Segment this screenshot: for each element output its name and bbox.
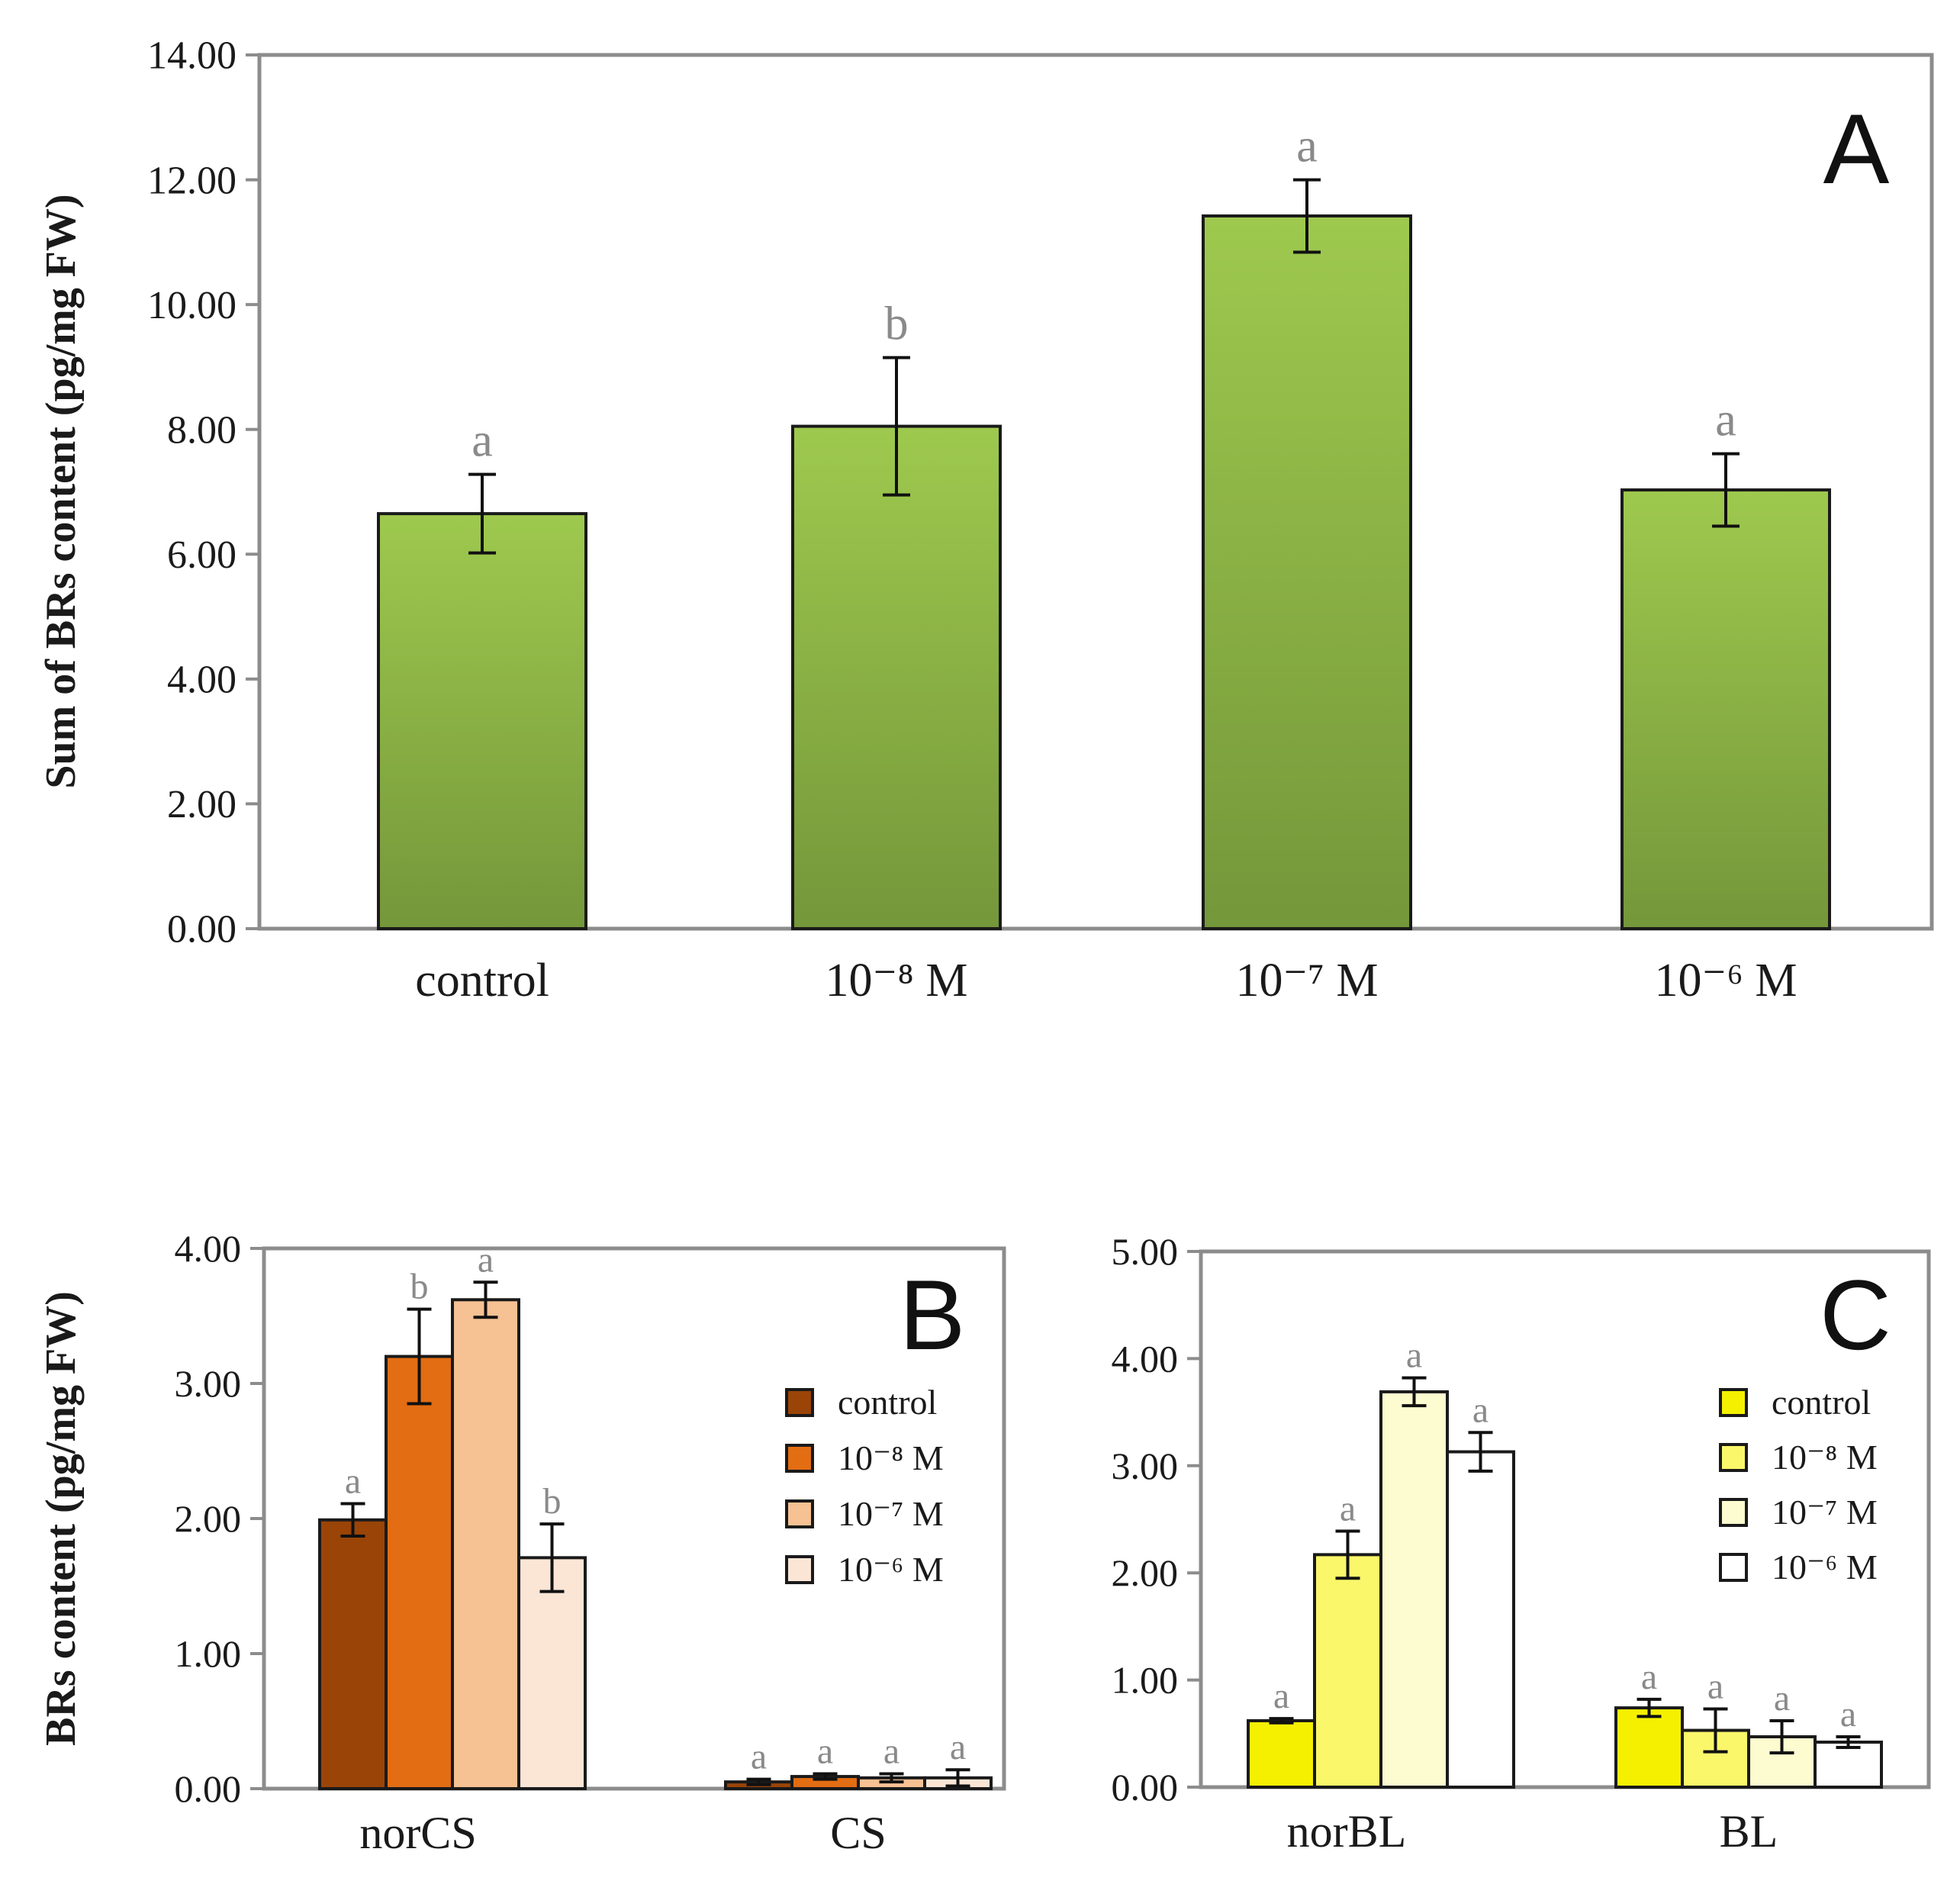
legend-swatch [1719, 1388, 1748, 1417]
y-tick-label: 6.00 [167, 533, 237, 577]
legend-swatch [785, 1388, 814, 1417]
chart-panel-b: 0.00 1.00 2.00 3.00 4.00 a b a b a a a a norCS CS co… [37, 1227, 1006, 1858]
significance-letter: b [543, 1481, 562, 1522]
x-tick-label: 10⁻⁷ M [1236, 955, 1379, 1007]
bar-norcs-1 [318, 1518, 388, 1791]
x-tick-label: norBL [1287, 1806, 1407, 1857]
y-ticks-a: 0.00 2.00 4.00 6.00 8.00 10.00 12.00 14.00 [147, 34, 259, 952]
significance-letter: a [1296, 121, 1318, 172]
significance-letter: a [1840, 1694, 1856, 1734]
x-tick-label: norCS [359, 1808, 476, 1858]
legend-swatch [785, 1444, 814, 1473]
x-tick-label: BL [1720, 1806, 1778, 1857]
bar-norbl-1 [1247, 1718, 1316, 1789]
legend-label: 10⁻⁸ M [1772, 1438, 1878, 1477]
legend-c: control 10⁻⁸ M 10⁻⁷ M 10⁻⁶ M [1719, 1383, 1878, 1586]
y-tick-label: 12.00 [147, 159, 237, 202]
y-tick-label: 14.00 [147, 34, 237, 78]
plot-frame-c [1199, 1249, 1931, 1789]
x-tick-labels-b: norCS CS [359, 1808, 886, 1858]
bar-bl-4 [1814, 1741, 1883, 1789]
panel-label-b: B [900, 1259, 966, 1370]
y-ticks-b: 0.00 1.00 2.00 3.00 4.00 [175, 1227, 264, 1810]
y-tick-label: 2.00 [167, 783, 237, 826]
y-tick-label: 5.00 [1112, 1230, 1179, 1273]
y-tick-label: 3.00 [175, 1362, 242, 1405]
bar-2 [791, 424, 1002, 930]
bar-3 [1202, 214, 1412, 930]
significance-letter: a [1273, 1676, 1289, 1716]
x-tick-labels-c: norBL BL [1287, 1806, 1778, 1857]
bars-c: a a a a a a a a [1247, 1335, 1883, 1789]
panel-label-a: A [1823, 93, 1890, 205]
y-tick-label: 2.00 [1112, 1551, 1179, 1594]
significance-letter: a [1340, 1488, 1356, 1528]
x-tick-label: 10⁻⁶ M [1655, 955, 1797, 1007]
significance-letter: a [950, 1727, 966, 1767]
y-tick-label: 0.00 [175, 1767, 242, 1810]
significance-letter: a [1707, 1667, 1723, 1707]
legend-label: 10⁻⁷ M [838, 1494, 944, 1533]
y-tick-label: 3.00 [1112, 1445, 1179, 1487]
plot-frame-a [257, 53, 1934, 931]
x-tick-labels-a: control 10⁻⁸ M 10⁻⁷ M 10⁻⁶ M [415, 955, 1797, 1007]
bars-a: a b a a [377, 121, 1831, 930]
significance-letter: a [1774, 1678, 1790, 1718]
legend-swatch [785, 1499, 814, 1528]
legend-b: control 10⁻⁸ M 10⁻⁷ M 10⁻⁶ M [785, 1383, 944, 1589]
bar-1 [377, 512, 587, 930]
bar-4 [1620, 488, 1831, 930]
legend-swatch [1719, 1498, 1748, 1527]
bar-norbl-4 [1446, 1450, 1515, 1789]
y-tick-label: 1.00 [175, 1632, 242, 1675]
y-tick-label: 1.00 [1112, 1659, 1179, 1702]
x-tick-label: 10⁻⁸ M [826, 955, 968, 1007]
legend-label: 10⁻⁸ M [838, 1438, 944, 1477]
y-ticks-c: 0.00 1.00 2.00 3.00 4.00 5.00 [1112, 1230, 1201, 1809]
legend-label: control [1772, 1383, 1871, 1422]
legend-swatch [1719, 1553, 1748, 1582]
significance-letter: a [1715, 395, 1736, 446]
significance-letter: a [817, 1731, 833, 1772]
significance-letter: a [1406, 1335, 1422, 1376]
panel-label-c: C [1820, 1259, 1891, 1370]
y-tick-label: 4.00 [175, 1227, 242, 1270]
bar-norcs-3 [451, 1298, 520, 1790]
bar-bl-1 [1614, 1706, 1684, 1789]
significance-letter: a [883, 1731, 900, 1772]
significance-letter: a [471, 415, 493, 467]
y-axis-label-b: BRs content (pg/mg FW) [37, 1291, 85, 1746]
legend-label: 10⁻⁶ M [838, 1550, 944, 1589]
bars-b: a b a b a a a a [318, 1239, 993, 1791]
x-tick-label: control [415, 955, 549, 1007]
legend-label: 10⁻⁷ M [1772, 1493, 1878, 1532]
significance-letter: a [1472, 1390, 1489, 1430]
y-tick-label: 4.00 [1112, 1337, 1179, 1380]
y-tick-label: 10.00 [147, 284, 237, 327]
y-tick-label: 8.00 [167, 408, 237, 452]
y-axis-label-a: Sum of BRs content (pg/mg FW) [37, 194, 85, 788]
y-tick-label: 2.00 [175, 1497, 242, 1540]
x-tick-label: CS [830, 1808, 886, 1858]
bar-norcs-2 [385, 1354, 454, 1790]
significance-letter: b [885, 298, 909, 350]
bar-norcs-4 [517, 1556, 587, 1790]
legend-label: 10⁻⁶ M [1772, 1548, 1878, 1586]
significance-letter: b [410, 1267, 429, 1307]
y-tick-label: 4.00 [167, 659, 237, 702]
significance-letter: a [345, 1461, 361, 1502]
legend-label: control [838, 1383, 937, 1422]
significance-letter: a [751, 1737, 767, 1777]
y-tick-label: 0.00 [1112, 1766, 1179, 1809]
chart-panel-c: 0.00 1.00 2.00 3.00 4.00 5.00 a a a a a a a a norBL B… [1112, 1230, 1931, 1857]
y-tick-label: 0.00 [167, 908, 237, 952]
bar-norbl-2 [1313, 1553, 1382, 1789]
bar-norbl-3 [1379, 1390, 1449, 1789]
legend-swatch [1719, 1443, 1748, 1472]
significance-letter: a [1641, 1657, 1657, 1697]
significance-letter: a [478, 1239, 494, 1280]
legend-swatch [785, 1555, 814, 1584]
